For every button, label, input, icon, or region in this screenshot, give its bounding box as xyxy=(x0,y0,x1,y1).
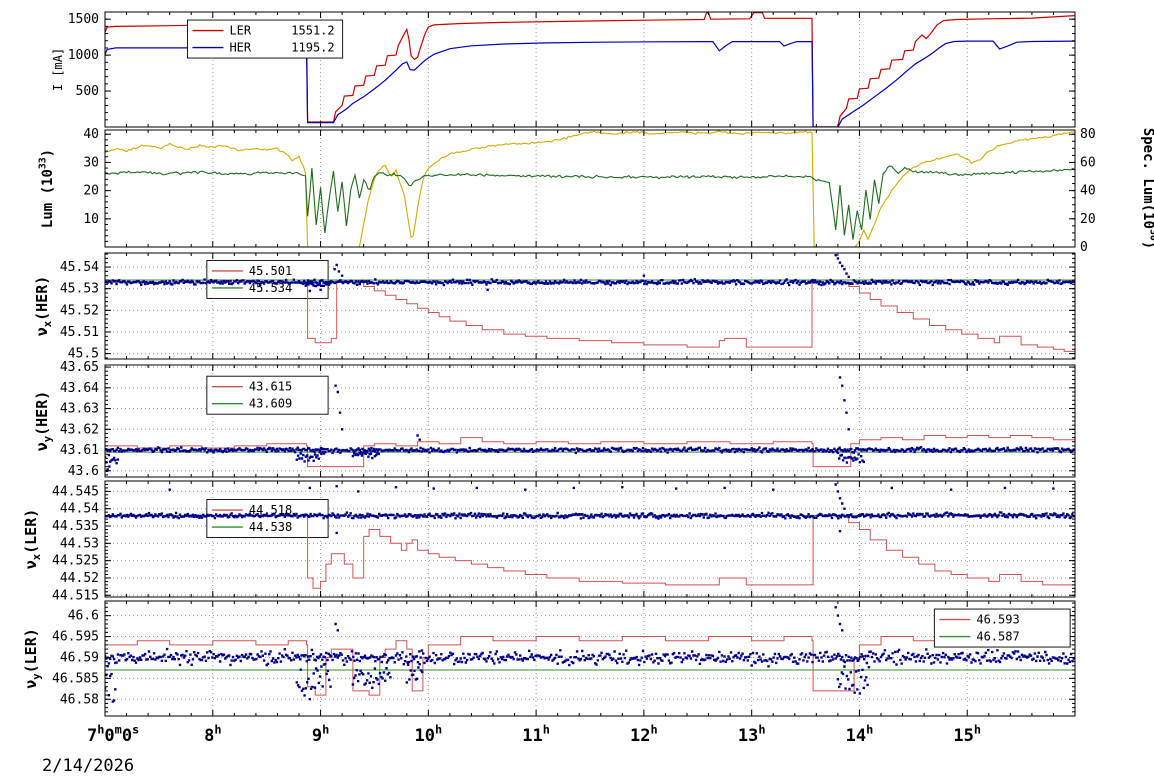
legend-entry-text: LER xyxy=(229,24,251,38)
y-tick-label: 45.5 xyxy=(68,347,99,362)
y-tick-label: 43.64 xyxy=(60,381,99,396)
y-tick-label: 43.6 xyxy=(68,464,99,479)
series-setpoint xyxy=(105,435,1075,468)
right-y-tick-label: 40 xyxy=(1080,184,1096,199)
series-HER-current xyxy=(105,40,1075,127)
x-tick-label: 12h xyxy=(630,722,658,746)
panel-beam-current: 500 1000 1500 LER 1551.2 HER 1195.2 I [mA] xyxy=(51,11,1076,128)
luminosity-axis-title: Lum (1033) xyxy=(38,149,56,228)
nuy-ler-legend: 46.593 46.587 xyxy=(933,608,1071,648)
legend-entry-text: 44.538 xyxy=(249,520,292,534)
legend-entry-text: 44.518 xyxy=(249,503,292,517)
series-setpoint xyxy=(105,631,1075,696)
legend-entry-text: 43.609 xyxy=(249,397,292,411)
y-tick-label: 44.515 xyxy=(52,588,99,603)
panel-nux-ler: 44.518 44.538 44.515 44.52 44.525 44.53 44.535… xyxy=(22,480,1076,603)
legend-entry-text: 45.501 xyxy=(249,264,292,278)
y-tick-label: 45.54 xyxy=(60,260,99,275)
legend-entry-value: 1551.2 xyxy=(291,24,334,38)
y-tick-label: 44.54 xyxy=(60,502,99,517)
nuy-her-axis-title: νy(HER) xyxy=(33,391,54,452)
series-luminosity xyxy=(105,130,1075,247)
y-tick-label: 44.535 xyxy=(52,519,99,534)
y-tick-label: 44.52 xyxy=(60,571,99,586)
luminosity-right-axis-title: Spec. Lum(1030) xyxy=(1140,128,1154,249)
y-tick-label: 1500 xyxy=(68,12,99,27)
x-tick-label: 9h xyxy=(312,722,329,746)
y-tick-label: 45.52 xyxy=(60,303,99,318)
panel-nuy-ler: 46.58 46.585 46.59 46.595 46.6 46.593 46.587 νy… xyxy=(22,600,1076,717)
y-tick-label: 45.53 xyxy=(60,282,99,297)
x-tick-label: 15h xyxy=(953,722,981,746)
x-tick-label: 13h xyxy=(738,722,766,746)
legend-entry-text: HER xyxy=(229,41,251,55)
series-setpoint xyxy=(105,515,1075,589)
y-tick-label: 500 xyxy=(76,84,99,99)
nuy-ler-axis-title: νy(LER) xyxy=(22,628,43,689)
x-tick-label: 8h xyxy=(204,722,221,746)
x-tick-label: 10h xyxy=(415,722,443,746)
x-axis-labels: 7h0m0s 8h 9h 10h 11h 12h 13h 14h 15h xyxy=(87,722,981,746)
nuy-her-legend: 43.615 43.609 xyxy=(206,375,329,415)
right-y-tick-label: 80 xyxy=(1080,127,1096,142)
panel-frame xyxy=(104,480,1076,598)
beam-current-axis-title: I [mA] xyxy=(51,48,65,91)
y-tick-label: 20 xyxy=(83,184,99,199)
legend-entry-text: 46.587 xyxy=(976,630,1019,644)
y-tick-label: 46.59 xyxy=(60,650,99,665)
beam-current-legend: LER 1551.2 HER 1195.2 xyxy=(186,19,344,59)
y-tick-label: 44.525 xyxy=(52,554,99,569)
panel-nuy-her: 43.615 43.609 43.6 43.61 43.62 43.63 43.64 43.6… xyxy=(33,360,1076,479)
y-tick-label: 46.585 xyxy=(52,671,99,686)
y-tick-label: 43.61 xyxy=(60,443,99,458)
date-label: 2/14/2026 xyxy=(42,756,135,776)
series-measured xyxy=(105,606,1075,703)
y-tick-label: 43.65 xyxy=(60,360,99,375)
right-y-tick-label: 60 xyxy=(1080,155,1096,170)
y-tick-label: 45.51 xyxy=(60,325,99,340)
series-LER-current xyxy=(105,12,1075,127)
y-tick-label: 46.6 xyxy=(68,609,99,624)
y-tick-label: 1000 xyxy=(68,48,99,63)
x-tick-label: 7h0m0s xyxy=(87,722,139,746)
nux-ler-axis-title: νx(LER) xyxy=(22,509,43,570)
panel-frame xyxy=(104,129,1076,248)
y-tick-label: 44.53 xyxy=(60,536,99,551)
right-y-tick-label: 0 xyxy=(1080,240,1088,255)
legend-entry-text: 43.615 xyxy=(249,380,292,394)
series-specific-luminosity xyxy=(105,165,1075,240)
y-tick-label: 46.595 xyxy=(52,630,99,645)
y-tick-label: 10 xyxy=(83,212,99,227)
legend-entry-text: 46.593 xyxy=(976,613,1019,627)
y-tick-label: 46.58 xyxy=(60,692,99,707)
x-tick-label: 14h xyxy=(846,722,874,746)
panel-frame xyxy=(104,600,1076,717)
nux-ler-legend: 44.518 44.538 xyxy=(206,499,329,539)
right-y-tick-label: 20 xyxy=(1080,212,1096,227)
legend-entry-value: 1195.2 xyxy=(291,41,334,55)
y-tick-label: 43.62 xyxy=(60,422,99,437)
y-tick-label: 43.63 xyxy=(60,402,99,417)
nux-her-axis-title: νx(HER) xyxy=(33,276,54,337)
y-tick-label: 30 xyxy=(83,155,99,170)
y-tick-label: 40 xyxy=(83,127,99,142)
series-setpoint xyxy=(105,281,1075,352)
panel-luminosity: 10 20 30 40 0 20 40 60 80 Spec. Lum(1030) Lum (103… xyxy=(38,127,1154,255)
series-measured xyxy=(105,253,1075,293)
x-tick-label: 11h xyxy=(522,722,550,746)
y-tick-label: 44.545 xyxy=(52,484,99,499)
